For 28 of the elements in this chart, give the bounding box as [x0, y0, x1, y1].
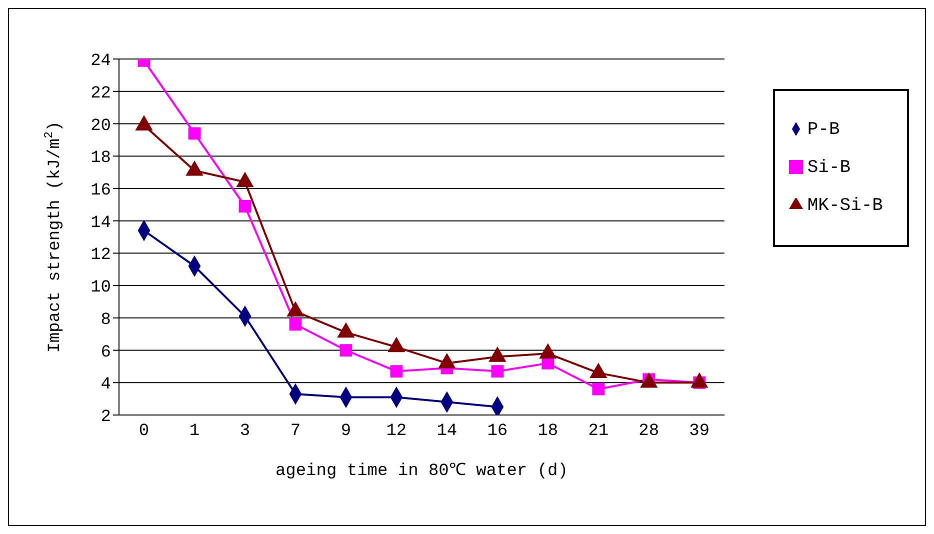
- x-tick-label: 1: [189, 422, 200, 442]
- y-tick-label: 14: [90, 214, 111, 233]
- y-tick-label: 10: [90, 278, 111, 298]
- legend-label: P-B: [807, 120, 840, 140]
- y-tick-label: 20: [90, 116, 111, 136]
- y-tick-label: 2: [100, 408, 111, 428]
- x-tick-label: 9: [340, 422, 352, 442]
- x-axis-title: ageing time in 80℃ water (d): [275, 462, 568, 481]
- x-tick-label: 21: [588, 422, 609, 442]
- x-tick-label: 28: [638, 422, 660, 442]
- y-tick-label: 16: [90, 181, 111, 200]
- x-tick-label: 0: [138, 422, 150, 442]
- x-tick-label: 14: [436, 422, 458, 442]
- x-tick-label: 12: [386, 422, 407, 442]
- x-tick-label: 3: [240, 422, 250, 442]
- y-tick-label: 22: [90, 84, 111, 104]
- y-tick-label: 8: [100, 310, 111, 330]
- y-tick-label: 4: [100, 376, 111, 395]
- y-tick-label: 24: [90, 52, 111, 72]
- x-tick-label: 18: [538, 422, 558, 442]
- y-tick-label: 12: [90, 246, 111, 266]
- y-tick-label: 6: [100, 343, 111, 362]
- legend-label: Si-B: [807, 158, 851, 178]
- y-tick-label: 18: [90, 149, 111, 168]
- x-tick-label: 39: [689, 422, 710, 442]
- x-tick-label: 16: [487, 422, 508, 442]
- x-tick-label: 7: [290, 422, 301, 442]
- legend-label: MK-Si-B: [807, 196, 883, 216]
